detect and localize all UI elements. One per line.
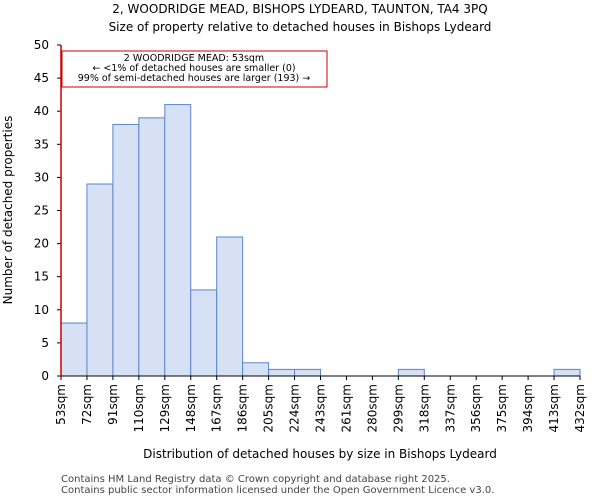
footer-line1: Contains HM Land Registry data © Crown c… — [61, 474, 450, 485]
chart-title-line2: Size of property relative to detached ho… — [109, 20, 492, 34]
bar-91sqm — [112, 123, 140, 377]
y-tick-label: 10 — [34, 303, 49, 317]
y-tick-label: 50 — [34, 38, 49, 52]
y-tick-label: 40 — [34, 104, 49, 118]
y-tick-label: 0 — [41, 369, 49, 383]
bar-186sqm — [242, 362, 270, 377]
bar-224sqm — [294, 368, 321, 377]
x-tick-label: 110sqm — [132, 384, 146, 432]
chart-title-line1: 2, WOODRIDGE MEAD, BISHOPS LYDEARD, TAUN… — [112, 2, 487, 16]
x-tick-label: 356sqm — [469, 384, 483, 432]
x-tick-label: 280sqm — [365, 384, 379, 432]
x-tick-label: 205sqm — [262, 384, 276, 432]
x-tick-label: 148sqm — [184, 384, 198, 432]
bar-53sqm — [60, 322, 88, 377]
y-tick-label: 30 — [34, 170, 49, 184]
bar-72sqm — [86, 183, 114, 377]
y-tick-label: 35 — [34, 137, 49, 151]
x-tick-label: 432sqm — [573, 384, 587, 432]
bar-205sqm — [268, 368, 296, 377]
x-tick-label: 394sqm — [521, 384, 535, 432]
x-tick-label: 224sqm — [288, 384, 302, 432]
x-tick-label: 186sqm — [236, 384, 250, 432]
x-tick-label: 243sqm — [314, 384, 328, 432]
annotation-line3: 99% of semi-detached houses are larger (… — [78, 73, 311, 84]
x-tick-label: 375sqm — [495, 384, 509, 432]
x-tick-label: 261sqm — [339, 384, 353, 432]
x-tick-label: 53sqm — [54, 384, 68, 425]
x-tick-label: 337sqm — [443, 384, 457, 432]
annotation-box — [61, 50, 328, 88]
bar-167sqm — [216, 236, 244, 377]
x-tick-label: 299sqm — [391, 384, 405, 432]
bar-413sqm — [553, 368, 581, 377]
bar-129sqm — [164, 104, 192, 377]
y-tick-label: 20 — [34, 237, 49, 251]
y-tick-label: 25 — [34, 204, 49, 218]
x-tick-label: 167sqm — [210, 384, 224, 432]
bar-299sqm — [397, 368, 425, 377]
bar-110sqm — [138, 117, 166, 377]
x-axis-label: Distribution of detached houses by size … — [143, 447, 497, 461]
footer-line2: Contains public sector information licen… — [61, 485, 495, 496]
y-tick-label: 45 — [34, 71, 49, 85]
x-tick-label: 413sqm — [547, 384, 561, 432]
y-tick-label: 15 — [34, 270, 49, 284]
annotation-line1: 2 WOODRIDGE MEAD: 53sqm — [124, 53, 264, 64]
annotation-line2: ← <1% of detached houses are smaller (0) — [92, 63, 295, 74]
x-tick-label: 129sqm — [158, 384, 172, 432]
y-tick-label: 5 — [41, 336, 49, 350]
y-axis-label: Number of detached properties — [1, 116, 15, 305]
x-tick-label: 91sqm — [106, 384, 120, 425]
bar-148sqm — [190, 289, 218, 377]
x-tick-label: 318sqm — [417, 384, 431, 432]
x-tick-label: 72sqm — [80, 384, 94, 425]
